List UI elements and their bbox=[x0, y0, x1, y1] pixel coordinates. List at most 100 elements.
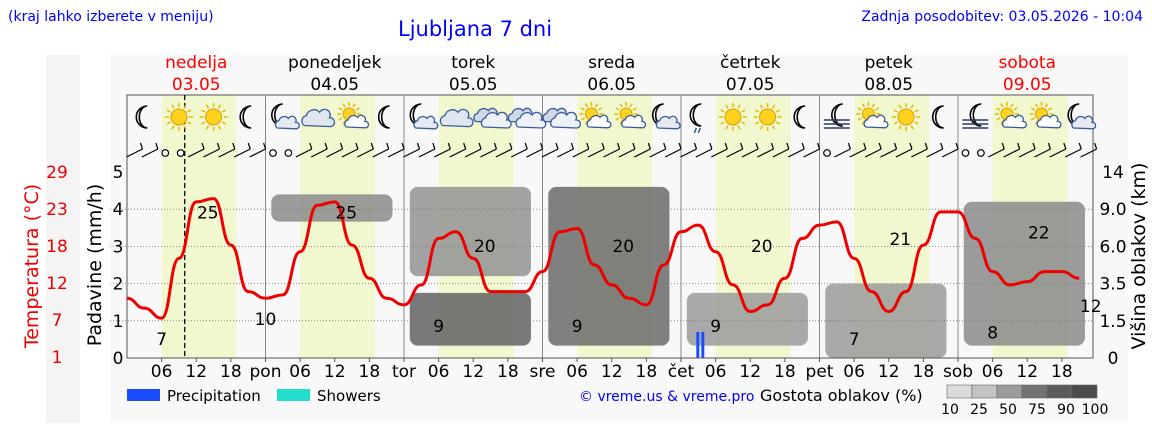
sun-ray bbox=[996, 107, 1001, 111]
cloud-layer bbox=[548, 186, 670, 346]
sun-ray bbox=[741, 121, 746, 125]
wind-feather bbox=[463, 142, 467, 150]
sun-ray bbox=[857, 117, 862, 121]
wind-feather bbox=[709, 142, 713, 150]
x-axis-label: 06 bbox=[428, 362, 450, 382]
x-axis-label: sre bbox=[530, 362, 556, 382]
sun-ray bbox=[171, 125, 175, 130]
wind-feather bbox=[447, 142, 451, 150]
wind-shaft bbox=[803, 148, 820, 158]
wind-shaft bbox=[541, 148, 559, 158]
clouds-icon bbox=[507, 107, 547, 129]
sun-icon bbox=[718, 103, 747, 131]
wind-barb-icon bbox=[126, 142, 144, 158]
sun-disc bbox=[724, 108, 742, 126]
wind-feather bbox=[478, 142, 482, 150]
cloud-height-tick: 9.0 bbox=[1099, 200, 1126, 220]
wind-shaft bbox=[326, 148, 343, 158]
wind-shaft bbox=[772, 148, 790, 158]
wind-feather bbox=[755, 142, 759, 150]
day-date: 06.05 bbox=[587, 75, 636, 95]
sun-ray bbox=[166, 109, 171, 113]
wind-feather bbox=[416, 142, 421, 150]
sun-ray bbox=[187, 109, 192, 113]
wind-calm-icon bbox=[176, 149, 185, 157]
x-axis-label: 12 bbox=[601, 362, 623, 382]
sun-ray bbox=[1034, 103, 1039, 108]
sun-ray bbox=[1010, 103, 1014, 108]
wind-feather bbox=[432, 142, 436, 150]
sun-disc bbox=[205, 108, 223, 126]
sun-ray bbox=[171, 104, 175, 109]
sun-ray bbox=[1013, 107, 1018, 111]
wind-barb-icon bbox=[988, 142, 1005, 158]
wind-shaft bbox=[1018, 148, 1036, 158]
cloud-density-scale-label: 10 bbox=[941, 402, 959, 418]
wind-feather bbox=[770, 142, 775, 150]
temperature-tick: 18 bbox=[46, 237, 68, 257]
wind-shaft bbox=[1003, 148, 1020, 158]
cloud-shape bbox=[344, 114, 370, 129]
cloud-layer bbox=[963, 201, 1085, 346]
wind-barb-icon bbox=[680, 142, 698, 158]
wind-barb-icon bbox=[1034, 142, 1052, 158]
wind-feather bbox=[540, 142, 544, 150]
wind-barb-icon bbox=[926, 142, 944, 158]
showers-swatch bbox=[277, 389, 310, 401]
wind-shaft bbox=[649, 148, 666, 158]
wind-barb-icon bbox=[541, 142, 559, 158]
wind-shaft bbox=[787, 148, 805, 158]
x-axis-label: 18 bbox=[913, 362, 935, 382]
sun-ray bbox=[615, 117, 620, 121]
day-name: sobota bbox=[998, 53, 1056, 73]
cloud-layer bbox=[409, 292, 531, 346]
wind-shaft bbox=[526, 148, 543, 158]
wind-shaft bbox=[403, 148, 420, 158]
wind-feather bbox=[1047, 142, 1052, 150]
day-date: 03.05 bbox=[172, 75, 221, 95]
x-axis-label: 18 bbox=[636, 362, 658, 382]
sun-ray bbox=[720, 121, 725, 125]
cloud-height-tick: 1.5 bbox=[1099, 312, 1126, 332]
wind-barb-icon bbox=[418, 142, 436, 158]
wind-barb-icon bbox=[834, 142, 851, 158]
sun-ray bbox=[910, 104, 914, 109]
wind-feather bbox=[909, 142, 913, 150]
sun-ray bbox=[205, 104, 210, 109]
wind-shaft bbox=[1064, 148, 1082, 158]
sun-ray bbox=[1000, 103, 1004, 108]
cloud-density-swatch bbox=[971, 384, 998, 399]
day-date: 04.05 bbox=[310, 75, 359, 95]
cloud-density-scale-label: 100 bbox=[1082, 402, 1109, 418]
wind-shaft bbox=[849, 148, 867, 158]
cloud-density-scale-label: 75 bbox=[1028, 402, 1046, 418]
wind-shaft bbox=[557, 148, 574, 158]
sun-ray bbox=[594, 103, 599, 108]
wind-feather bbox=[863, 142, 867, 150]
wind-shaft bbox=[357, 148, 374, 158]
wind-barb-icon bbox=[464, 142, 482, 158]
wind-shaft bbox=[341, 148, 359, 158]
last-update: Zadnja posodobitev: 03.05.2026 - 10:04 bbox=[861, 9, 1143, 25]
temperature-value-label: 9 bbox=[710, 317, 721, 337]
wind-barb-icon bbox=[757, 142, 775, 158]
day-name: nedelja bbox=[165, 53, 227, 73]
cloud-density-swatch bbox=[1046, 384, 1073, 399]
cloud-density-swatch bbox=[996, 384, 1023, 399]
cloud-height-tick: 14 bbox=[1102, 163, 1124, 183]
wind-feather bbox=[601, 142, 605, 150]
wind-barb-icon bbox=[664, 142, 682, 158]
wind-shaft bbox=[464, 148, 482, 158]
wind-barb-icon bbox=[1080, 142, 1098, 158]
sun-ray bbox=[187, 121, 192, 125]
wind-shaft bbox=[587, 148, 605, 158]
wind-feather bbox=[1063, 142, 1067, 150]
sun-ray bbox=[221, 109, 227, 113]
wind-shaft bbox=[310, 148, 328, 158]
wind-barb-icon bbox=[911, 142, 928, 158]
x-axis-label: sob bbox=[943, 362, 973, 382]
cloud-shape bbox=[301, 108, 336, 128]
x-axis-label: 12 bbox=[878, 362, 900, 382]
sun-ray bbox=[720, 109, 725, 113]
wind-feather bbox=[878, 142, 882, 150]
